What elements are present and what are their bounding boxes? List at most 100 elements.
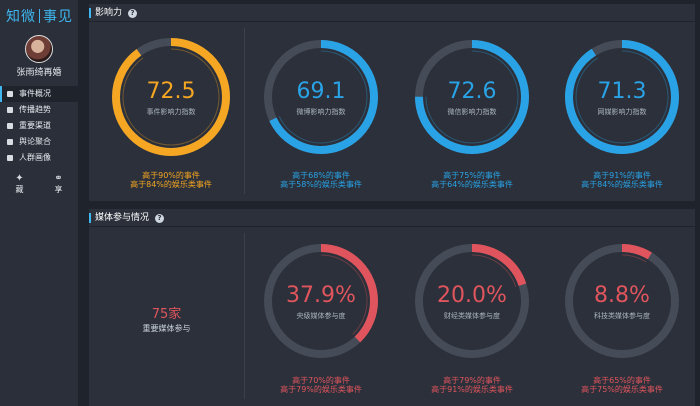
gauge-value: 72.6	[447, 79, 497, 104]
logo-text-right: 事见	[43, 9, 73, 25]
gauge-caption: 高于91%的事件 高于84%的娱乐类事件	[552, 171, 692, 189]
media-panel: 媒体参与情况? 75家 重要媒体参与 37.9% 央级媒体参与度 高于70%的事件高…	[89, 209, 695, 406]
help-icon[interactable]: ?	[155, 214, 165, 223]
caption-overall: 高于65%的事件	[593, 376, 651, 385]
media-gauge-2: 8.8% 科技类媒体参与度	[563, 242, 681, 360]
media-title: 媒体参与情况	[95, 213, 150, 223]
gauge-inner-arc	[575, 50, 669, 144]
gauge-progress-arc	[112, 38, 230, 156]
logo-divider	[39, 9, 40, 23]
panel-title: 影响力?	[89, 4, 695, 22]
gauge-ring	[264, 40, 378, 154]
gauge-label: 微信影响力指数	[447, 108, 497, 116]
share-icon: ⚭	[54, 173, 63, 184]
gauge-progress-arc	[415, 40, 529, 154]
gauge-inner-arc	[274, 50, 368, 144]
sidebar-item-label: 人群画像	[19, 153, 51, 162]
caption-overall: 高于68%的事件	[292, 171, 350, 180]
media-count-value: 75家	[151, 307, 182, 322]
opinion-bubble-icon	[6, 138, 14, 146]
caption-category: 高于91%的娱乐类事件	[431, 385, 513, 394]
gauge-label: 微博影响力指数	[296, 108, 346, 116]
caption-overall: 高于70%的事件	[292, 376, 350, 385]
influence-gauge-3: 71.3 网媒影响力指数	[563, 38, 681, 156]
app-logo[interactable]: 知微 事见	[6, 6, 73, 26]
media-gauge-0: 37.9% 央级媒体参与度	[262, 242, 380, 360]
caption-category: 高于64%的娱乐类事件	[431, 180, 513, 189]
gauge-ring	[565, 40, 679, 154]
caption-category: 高于79%的娱乐类事件	[280, 385, 362, 394]
gauge-ring	[415, 40, 529, 154]
gauge-caption: 高于90%的事件 高于84%的娱乐类事件	[101, 171, 241, 189]
gauge-caption: 高于75%的事件 高于64%的娱乐类事件	[402, 171, 542, 189]
gauge-label: 事件影响力指数	[146, 108, 196, 116]
gauge-value: 72.5	[146, 79, 196, 104]
sidebar-item-channels[interactable]: 重要渠道	[0, 118, 78, 134]
sidebar-item-portrait[interactable]: 人群画像	[0, 150, 78, 166]
influence-gauge-1: 69.1 微博影响力指数	[262, 38, 380, 156]
influence-gauge-0: 72.5 事件影响力指数	[110, 36, 232, 158]
collect-button[interactable]: ✦ 藏	[6, 173, 34, 195]
help-icon[interactable]: ?	[128, 9, 138, 18]
portrait-icon	[6, 154, 14, 162]
influence-title: 影响力	[95, 8, 123, 18]
gauge-inner-arc	[425, 254, 519, 348]
caption-category: 高于84%的娱乐类事件	[130, 180, 212, 189]
gauge-progress-arc	[565, 244, 679, 358]
channel-icon	[6, 122, 14, 130]
caption-overall: 高于90%的事件	[142, 171, 200, 180]
sidebar-item-trend[interactable]: 传播趋势	[0, 102, 78, 118]
gauge-progress-arc	[264, 244, 378, 358]
share-label: 享	[54, 185, 63, 194]
gauge-caption: 高于79%的事件 高于91%的娱乐类事件	[402, 376, 542, 394]
trend-chart-icon	[6, 106, 14, 114]
influence-panel: 影响力? 72.5 事件影响力指数 高于90%的事件 高于84%的娱乐类事件 69.1 微…	[89, 4, 695, 201]
share-button[interactable]: ⚭ 享	[45, 173, 73, 195]
caption-category: 高于84%的娱乐类事件	[581, 180, 663, 189]
gauge-ring	[112, 38, 230, 156]
media-count: 75家 重要媒体参与	[89, 303, 244, 334]
sidebar-nav: 事件概况 传播趋势 重要渠道 舆论聚合 人群画像	[0, 86, 78, 166]
panel-title: 媒体参与情况?	[89, 209, 695, 227]
divider	[244, 28, 245, 194]
avatar[interactable]	[25, 35, 53, 63]
gauge-value: 8.8%	[594, 283, 650, 308]
gauge-ring	[264, 244, 378, 358]
caption-overall: 高于79%的事件	[443, 376, 501, 385]
gauge-value: 37.9%	[286, 283, 356, 308]
gauge-inner-arc	[274, 254, 368, 348]
sidebar-item-label: 重要渠道	[19, 121, 51, 130]
sidebar-item-label: 事件概况	[19, 89, 51, 98]
caption-category: 高于75%的娱乐类事件	[581, 385, 663, 394]
caption-overall: 高于91%的事件	[593, 171, 651, 180]
sidebar-item-label: 舆论聚合	[19, 137, 51, 146]
sidebar-item-opinion[interactable]: 舆论聚合	[0, 134, 78, 150]
media-gauge-1: 20.0% 财经类媒体参与度	[413, 242, 531, 360]
gauge-inner-arc	[575, 254, 669, 348]
sidebar: 知微 事见 张雨绮再婚 事件概况 传播趋势 重要渠道 舆论聚合 人群画像 ✦ 藏	[0, 0, 78, 406]
sidebar-tools: ✦ 藏 ⚭ 享	[0, 173, 78, 195]
gauge-label: 网媒影响力指数	[597, 108, 647, 116]
gauge-inner-arc	[122, 48, 220, 146]
collect-icon: ✦	[15, 173, 24, 184]
gauge-label: 央级媒体参与度	[296, 312, 346, 320]
gauge-caption: 高于65%的事件 高于75%的娱乐类事件	[552, 376, 692, 394]
gauge-progress-arc	[264, 40, 378, 154]
gauge-value: 71.3	[597, 79, 647, 104]
overview-icon	[6, 90, 14, 98]
gauge-caption: 高于70%的事件 高于79%的娱乐类事件	[251, 376, 391, 394]
caption-overall: 高于75%的事件	[443, 171, 501, 180]
sidebar-item-overview[interactable]: 事件概况	[0, 86, 78, 102]
gauge-caption: 高于68%的事件 高于58%的娱乐类事件	[251, 171, 391, 189]
collect-label: 藏	[15, 185, 24, 194]
gauge-label: 科技类媒体参与度	[594, 312, 650, 320]
gauge-ring	[565, 244, 679, 358]
gauge-value: 69.1	[296, 79, 346, 104]
influence-gauge-2: 72.6 微信影响力指数	[413, 38, 531, 156]
gauge-inner-arc	[425, 50, 519, 144]
gauge-progress-arc	[415, 244, 529, 358]
gauge-progress-arc	[565, 40, 679, 154]
gauge-value: 20.0%	[437, 283, 507, 308]
divider	[244, 233, 245, 399]
gauge-ring	[415, 244, 529, 358]
